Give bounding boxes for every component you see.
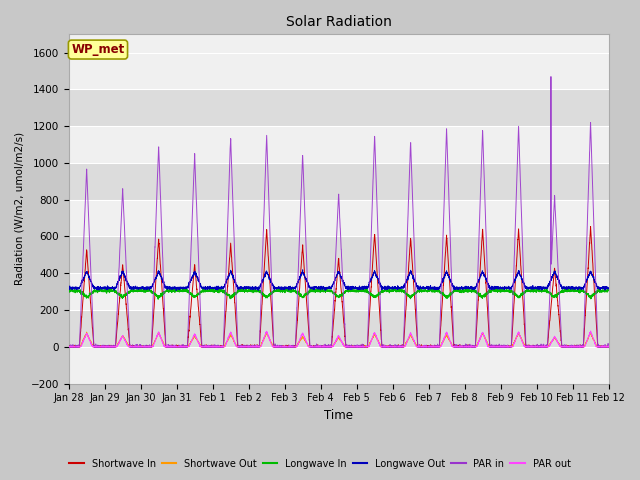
Bar [68, 163, 609, 200]
Bar [68, 200, 609, 237]
Y-axis label: Radiation (W/m2, umol/m2/s): Radiation (W/m2, umol/m2/s) [15, 132, 25, 286]
Bar [68, 89, 609, 126]
Bar [68, 126, 609, 163]
Bar [68, 237, 609, 273]
Legend: Shortwave In, Shortwave Out, Longwave In, Longwave Out, PAR in, PAR out: Shortwave In, Shortwave Out, Longwave In… [65, 455, 575, 473]
Bar [68, 310, 609, 347]
X-axis label: Time: Time [324, 409, 353, 422]
Title: Solar Radiation: Solar Radiation [285, 15, 392, 29]
Bar [68, 273, 609, 310]
Text: WP_met: WP_met [71, 43, 125, 56]
Bar [68, 53, 609, 89]
Bar [68, 347, 609, 384]
